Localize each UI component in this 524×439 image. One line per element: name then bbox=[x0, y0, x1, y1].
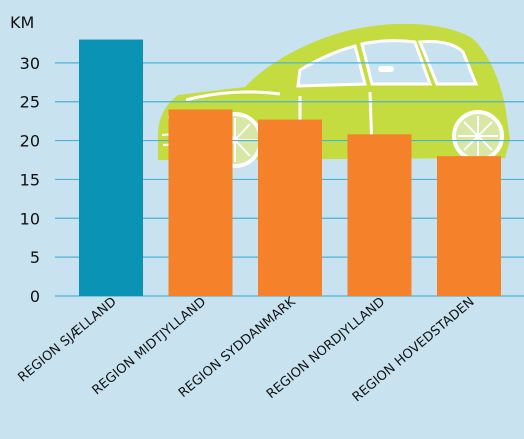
car-door-handle bbox=[378, 66, 394, 72]
car-icon bbox=[158, 23, 510, 168]
y-tick-label: 5 bbox=[30, 248, 40, 267]
car-wheel-spokes-rear bbox=[458, 116, 498, 156]
bar bbox=[79, 39, 143, 297]
y-tick-label: 0 bbox=[30, 287, 40, 306]
y-tick-label: 15 bbox=[20, 170, 40, 189]
car-window-front bbox=[296, 44, 367, 88]
y-tick-label: 10 bbox=[20, 209, 40, 228]
y-tick-label: 25 bbox=[20, 93, 40, 112]
y-tick-label: 30 bbox=[20, 54, 40, 73]
bar bbox=[437, 156, 501, 296]
bar bbox=[347, 134, 412, 296]
bar bbox=[168, 109, 233, 296]
y-tick-label: 20 bbox=[20, 132, 40, 151]
bars bbox=[79, 39, 501, 297]
car-hood-line bbox=[185, 90, 281, 102]
y-axis-unit-label: KM bbox=[10, 13, 34, 32]
y-axis-ticks: 0 5 10 15 20 25 30 bbox=[20, 54, 40, 306]
bar bbox=[258, 119, 322, 297]
